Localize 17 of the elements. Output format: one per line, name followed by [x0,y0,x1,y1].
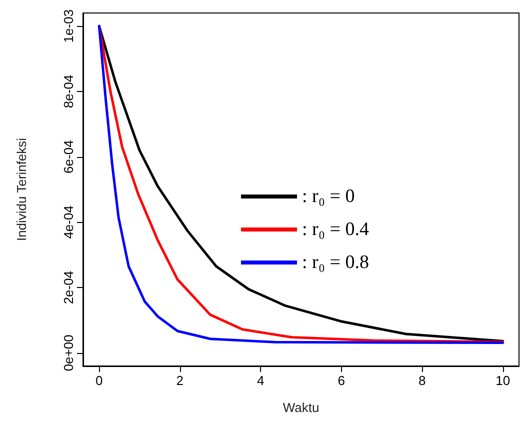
y-tick-label: 8e-04 [61,74,76,108]
legend-label: : r₀ = 0.4 [302,219,370,240]
y-tick-label: 2e-04 [61,270,76,304]
x-tick-label: 4 [257,373,264,388]
x-axis-title: Waktu [282,400,320,415]
legend-label: : r₀ = 0 [302,186,355,207]
x-tick-label: 2 [176,373,184,388]
x-tick-label: 10 [496,373,510,388]
x-tick-label: 0 [96,373,103,388]
x-tick-label: 8 [418,373,426,388]
y-tick-label: 6e-04 [61,140,76,174]
legend-label: : r₀ = 0.8 [302,252,369,273]
y-axis-title: Individu Terinfeksi [14,138,29,242]
x-tick-label: 6 [338,373,345,388]
y-tick-label: 1e-03 [61,9,76,43]
y-tick-label: 0e+00 [61,334,76,372]
y-tick-label: 4e-04 [61,206,76,239]
